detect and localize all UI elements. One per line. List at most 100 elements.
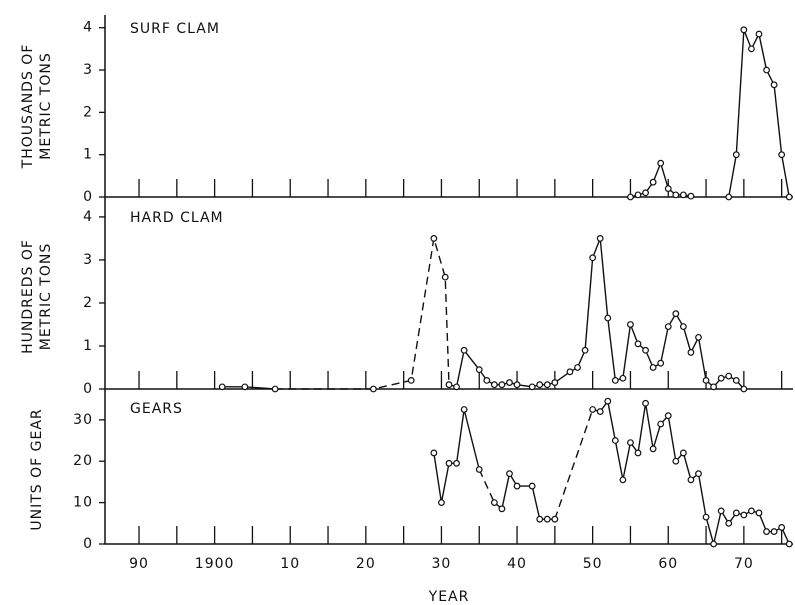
y-tick-label: 4 [83, 209, 93, 225]
data-point [642, 189, 649, 197]
y-tick-label: 30 [73, 412, 93, 428]
data-line [493, 471, 555, 520]
data-point [748, 45, 755, 53]
data-point [687, 476, 695, 484]
data-point [695, 470, 702, 478]
data-point [581, 346, 589, 354]
data-point [672, 191, 680, 199]
data-point [634, 449, 642, 457]
data-point [740, 385, 748, 393]
data-point [604, 314, 612, 322]
data-point [574, 364, 581, 371]
data-point [748, 507, 755, 515]
data-point [218, 383, 226, 391]
data-point [778, 524, 786, 531]
data-point [589, 406, 597, 413]
x-tick-label: 60 [658, 556, 678, 572]
data-point [732, 151, 740, 159]
y-tick-label: 0 [83, 189, 93, 205]
data-point [717, 374, 725, 382]
data-point [642, 346, 649, 354]
data-point [438, 499, 445, 507]
data-point [770, 81, 778, 89]
x-tick-label: 50 [583, 556, 603, 572]
data-point [679, 449, 687, 457]
data-point [785, 540, 793, 548]
data-point [740, 511, 748, 519]
data-point [543, 515, 551, 523]
data-point [483, 376, 491, 384]
data-point [763, 66, 770, 74]
data-point [475, 466, 483, 473]
data-point [649, 445, 657, 453]
data-line [275, 238, 457, 390]
x-tick-label: 10 [280, 556, 300, 572]
y-tick-label: 3 [83, 62, 93, 78]
data-point [430, 235, 438, 242]
data-point [528, 482, 536, 490]
data-point [763, 528, 770, 535]
y-tick-label: 1 [83, 338, 93, 354]
x-axis-label: YEAR [428, 589, 470, 605]
data-point [460, 406, 468, 413]
data-point [672, 310, 680, 318]
data-point [498, 381, 506, 389]
x-tick-label: 40 [507, 556, 527, 572]
data-line [728, 29, 790, 198]
data-point [702, 376, 710, 384]
data-point [596, 235, 604, 242]
y-axis-label: METRIC TONS [38, 52, 54, 160]
data-point [627, 321, 634, 328]
data-point [241, 383, 249, 391]
x-tick-label: 70 [734, 556, 754, 572]
data-point [536, 515, 544, 523]
x-tick-label: 20 [356, 556, 376, 572]
data-point [627, 439, 634, 446]
data-point [642, 399, 649, 407]
data-point [725, 519, 733, 527]
y-axis-label: UNITS OF GEAR [29, 408, 45, 530]
y-tick-label: 10 [73, 495, 93, 511]
data-point [770, 528, 778, 535]
y-tick-label: 20 [73, 453, 93, 469]
data-line [433, 409, 480, 503]
panel-title: GEARS [130, 401, 183, 417]
data-point [619, 476, 627, 484]
data-point [634, 340, 642, 348]
data-point [596, 408, 604, 415]
data-point [551, 379, 559, 386]
data-point [649, 364, 657, 371]
data-point [619, 374, 627, 382]
y-tick-label: 0 [83, 536, 93, 552]
data-point [657, 420, 665, 428]
data-point [611, 376, 619, 384]
panel-title: SURF CLAM [130, 21, 220, 37]
data-point [725, 193, 733, 201]
y-tick-label: 0 [83, 381, 93, 397]
data-point [271, 385, 279, 393]
data-point [687, 192, 695, 200]
data-point [611, 437, 619, 444]
data-point [634, 191, 642, 199]
data-point [513, 482, 521, 490]
data-point [430, 449, 438, 457]
y-axis-label: HUNDREDS OF [20, 239, 36, 354]
data-point [604, 397, 612, 405]
data-point [657, 359, 665, 367]
data-point [543, 381, 551, 389]
data-point [445, 459, 453, 467]
data-line [554, 409, 594, 520]
data-point [513, 381, 521, 389]
data-point [785, 193, 793, 201]
data-point [528, 383, 536, 391]
data-point [453, 459, 460, 467]
data-point [475, 366, 483, 374]
data-point [679, 323, 687, 331]
y-tick-label: 2 [83, 104, 93, 120]
data-point [649, 178, 657, 186]
x-tick-label: 30 [432, 556, 452, 572]
data-point [441, 273, 449, 281]
data-point [506, 379, 513, 386]
data-point [755, 30, 763, 38]
